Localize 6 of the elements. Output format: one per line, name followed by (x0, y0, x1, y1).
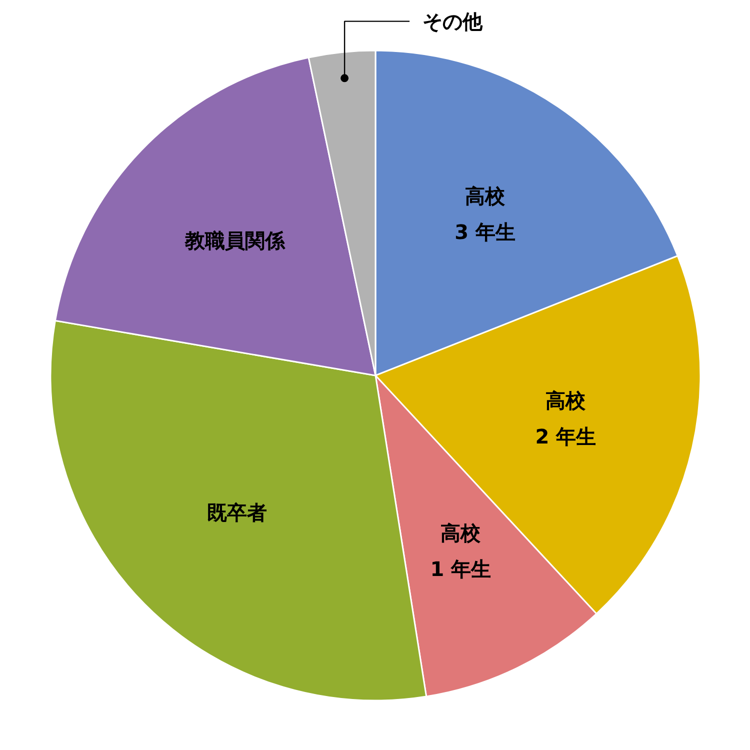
slice-label: 高校 1 年生 (430, 520, 492, 581)
slice-label: 高校 3 年生 (454, 184, 516, 244)
slice-label: 教職員関係 (184, 228, 286, 252)
slice-label: その他 (422, 9, 484, 34)
slice-label: 既卒者 (206, 500, 267, 524)
slice-label: 高校 2 年生 (535, 388, 596, 449)
